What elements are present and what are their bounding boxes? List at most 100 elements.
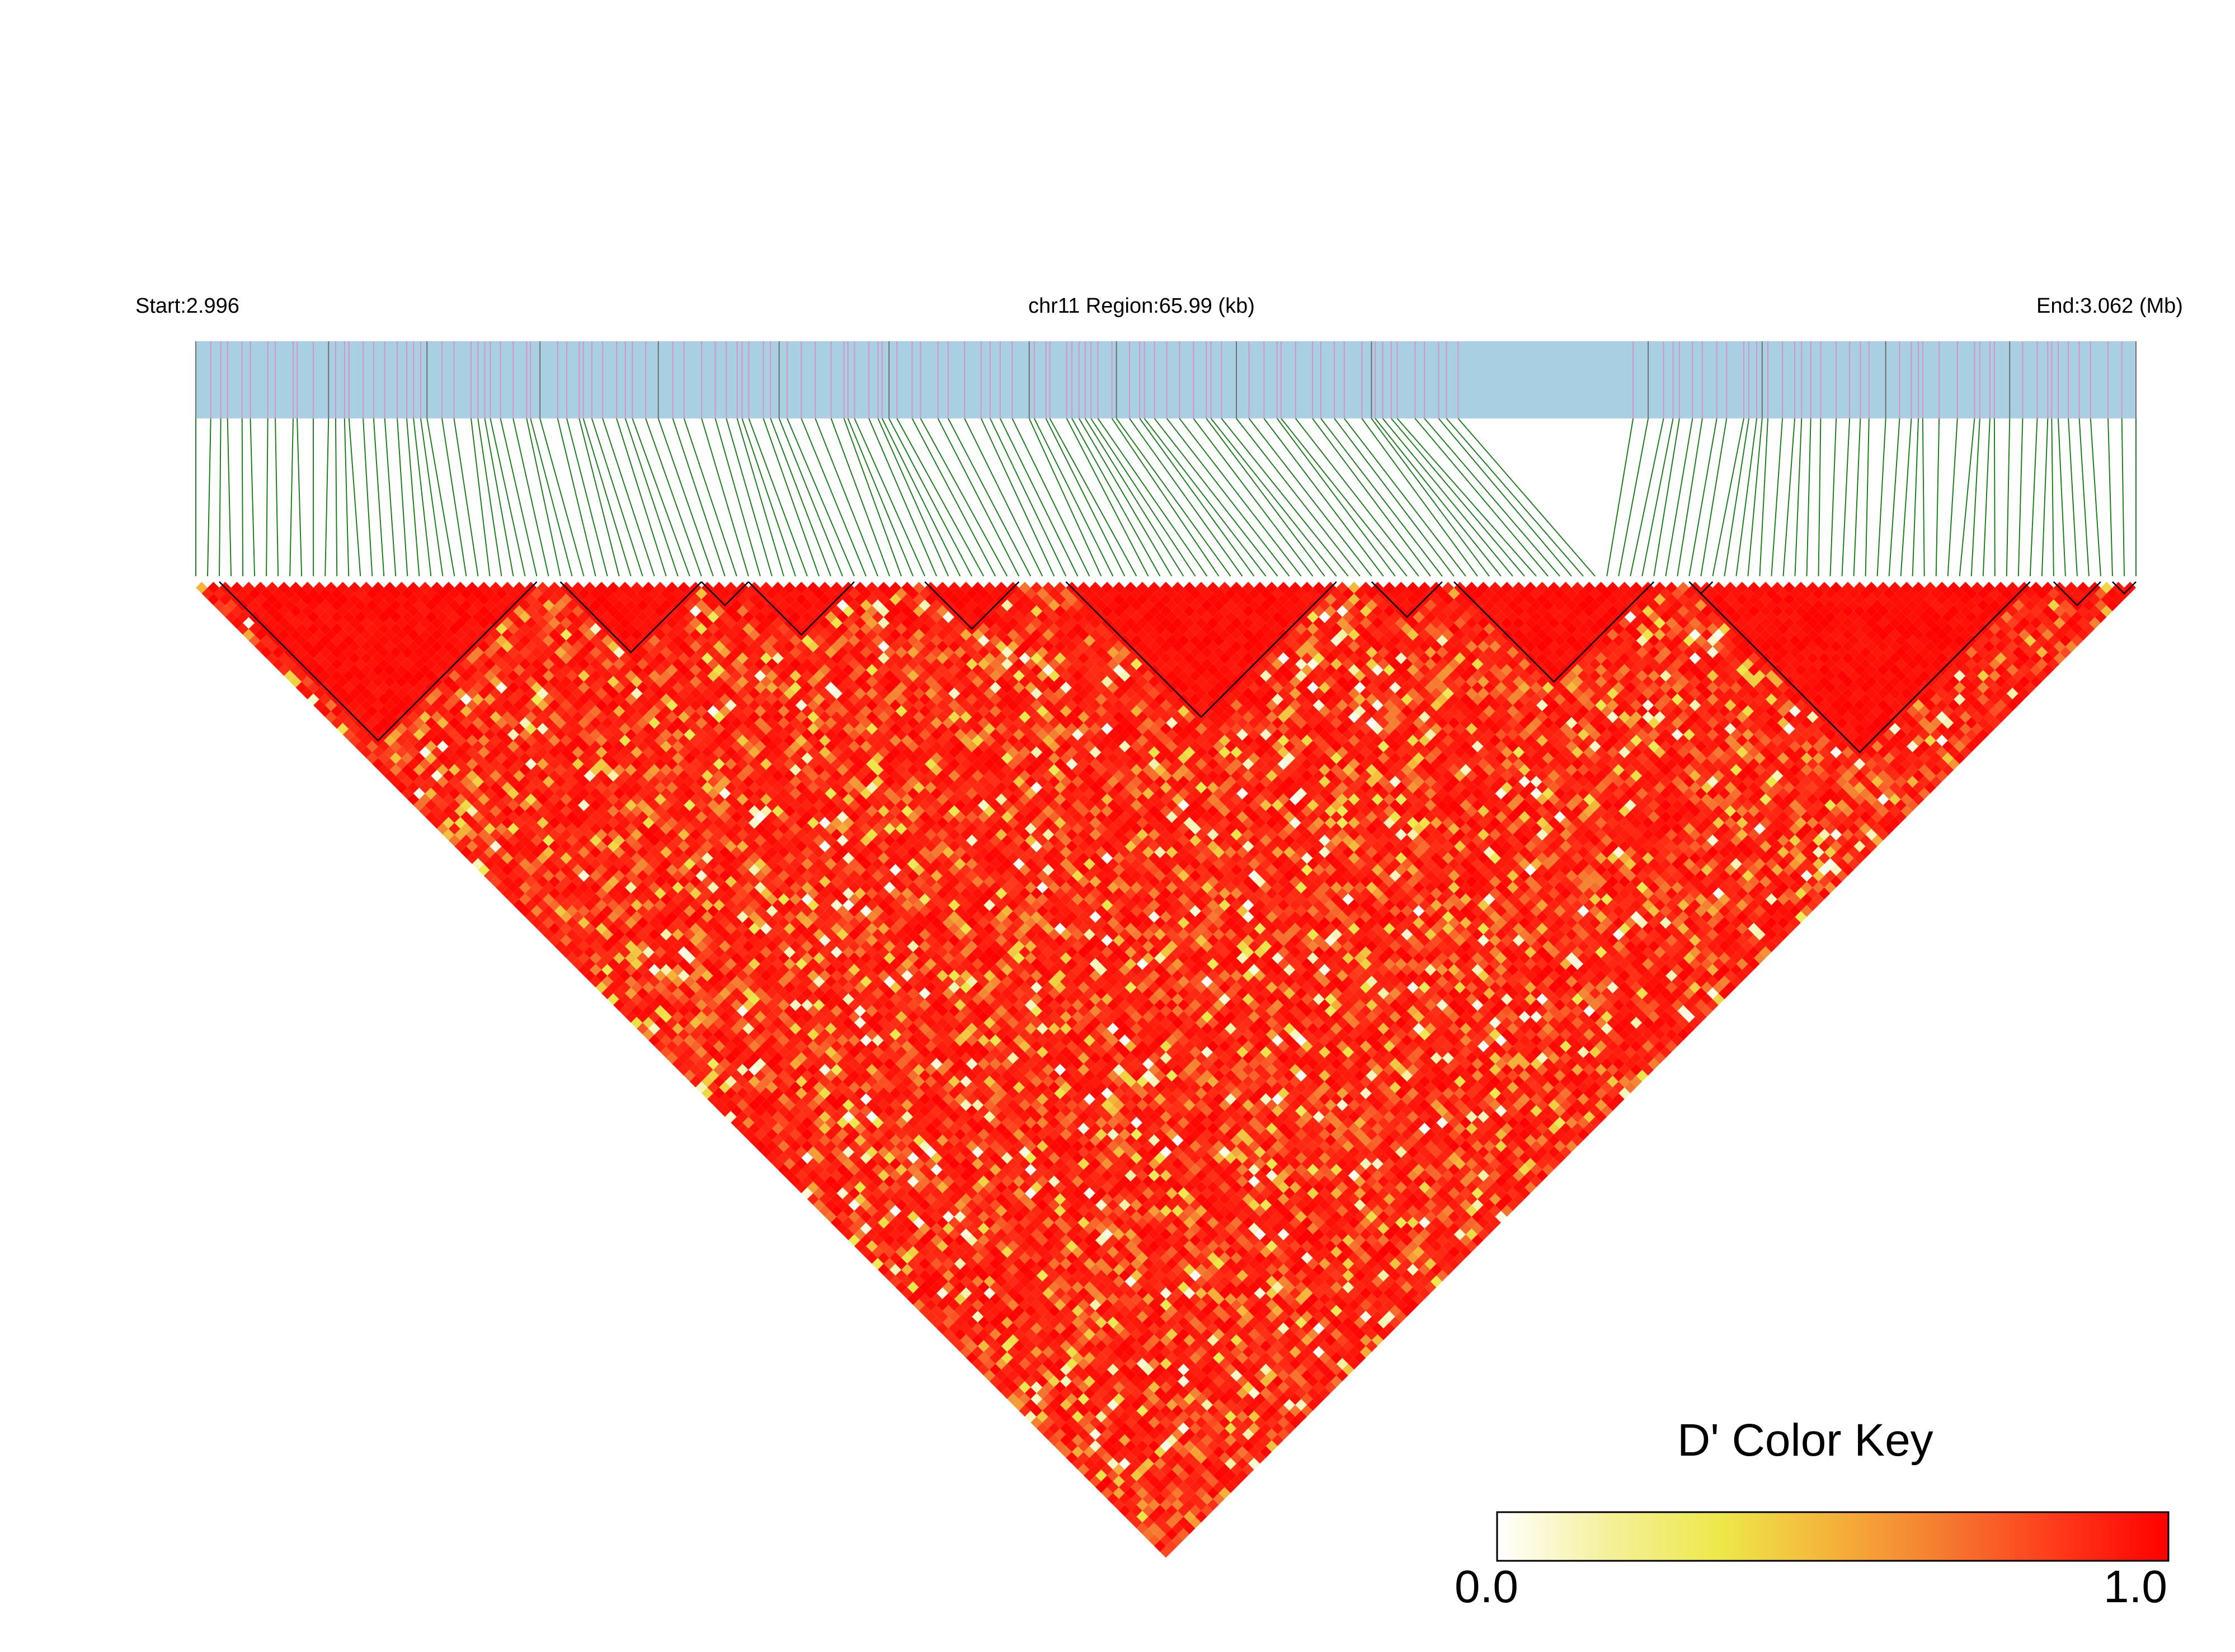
ld-cell [342, 681, 355, 694]
ld-cell [630, 923, 643, 935]
ld-cell [807, 1146, 819, 1158]
ld-cell [378, 740, 390, 752]
ld-cell [1024, 1375, 1037, 1387]
ld-cell [419, 805, 431, 817]
ld-cell [731, 1034, 743, 1047]
ld-cell [478, 770, 490, 782]
ld-cell [290, 582, 302, 594]
ld-cell [748, 1134, 760, 1146]
ld-cell [519, 869, 531, 882]
ld-cell [448, 834, 460, 846]
ld-cell [513, 829, 525, 841]
ld-cell [490, 852, 502, 864]
ld-cell [778, 1070, 790, 1082]
ld-cell [396, 770, 408, 782]
ld-cell [930, 1269, 943, 1282]
ld-cell [854, 1216, 867, 1229]
ld-cell [848, 1222, 860, 1235]
variant-connector [289, 418, 294, 577]
ld-cell [401, 693, 413, 705]
variant-connector [530, 418, 573, 577]
ld-cell [436, 717, 449, 729]
ld-cell [560, 887, 572, 900]
variant-connector [1771, 418, 1784, 577]
ld-cell [1031, 1393, 1043, 1405]
ld-cell [713, 1016, 725, 1029]
ld-cell [337, 688, 349, 700]
variant-connector [207, 418, 211, 577]
variant-connector [2029, 418, 2038, 577]
ld-cell [548, 829, 561, 841]
ld-cell [578, 964, 590, 976]
ld-cell [937, 1264, 949, 1276]
ld-cell [742, 1128, 755, 1141]
ld-cell [354, 681, 366, 694]
ld-cell [495, 787, 507, 799]
ld-cell [284, 599, 296, 611]
variant-connector [947, 418, 1032, 577]
ld-cell [1071, 1422, 1084, 1434]
ld-cell [854, 1204, 867, 1217]
variant-connector [911, 418, 996, 577]
ld-cell [843, 1169, 855, 1182]
ld-cell [713, 1040, 725, 1052]
ld-cell [490, 829, 502, 841]
ld-cell [1107, 1446, 1119, 1458]
ld-cell [537, 899, 549, 911]
ld-cell [890, 1252, 902, 1264]
ld-cell [1036, 1328, 1048, 1340]
ld-cell [1042, 1346, 1055, 1358]
ld-cell [1101, 1475, 1113, 1488]
ld-cell [466, 829, 478, 841]
variant-connector [470, 418, 491, 577]
ld-cell [460, 764, 472, 776]
ld-cell [713, 1005, 725, 1017]
ld-cell [519, 893, 531, 905]
ld-cell [472, 846, 484, 858]
ld-cell [954, 1328, 966, 1340]
ld-cell [666, 993, 678, 1005]
ld-cell [513, 840, 525, 853]
ld-cell [913, 1204, 925, 1217]
ld-cell [919, 1269, 931, 1282]
ld-cell [613, 952, 625, 964]
variant-connector [1097, 418, 1208, 577]
ld-cell [1071, 1375, 1084, 1387]
ld-cell [431, 782, 443, 794]
ld-cell [307, 623, 319, 635]
ld-cell [425, 775, 437, 788]
ld-cell [208, 582, 220, 594]
variant-connector [441, 418, 467, 577]
variant-connector [2107, 418, 2113, 577]
ld-cell [883, 1246, 896, 1258]
ld-cell [677, 981, 690, 994]
ld-cell [630, 934, 643, 947]
ld-cell [848, 1175, 860, 1188]
variant-connector [484, 418, 514, 577]
ld-cell [760, 1146, 772, 1158]
ld-cell [407, 735, 420, 747]
ld-cell [677, 1040, 690, 1052]
variant-connector [413, 418, 432, 577]
variant-connector [1391, 418, 1525, 577]
variant-connector [726, 418, 773, 577]
ld-cell [778, 1093, 790, 1105]
ld-cell [1130, 1516, 1142, 1528]
variant-connector [1724, 418, 1749, 577]
ld-cell [531, 881, 543, 893]
variant-connector [1912, 418, 1919, 577]
variant-connector [1606, 418, 1634, 577]
ld-cell [1089, 1381, 1102, 1394]
ld-cell [566, 929, 578, 941]
ld-cell [836, 1175, 849, 1188]
ld-cell [495, 799, 507, 811]
ld-cell [1201, 1504, 1213, 1517]
ld-cell [1007, 1322, 1019, 1335]
ld-cell [396, 676, 408, 688]
ld-cell [843, 1204, 855, 1217]
ld-cell [537, 840, 549, 853]
ld-cell [937, 1252, 949, 1264]
variant-connector [2121, 418, 2125, 577]
variant-connector [1111, 418, 1220, 577]
ld-cell [483, 775, 496, 788]
